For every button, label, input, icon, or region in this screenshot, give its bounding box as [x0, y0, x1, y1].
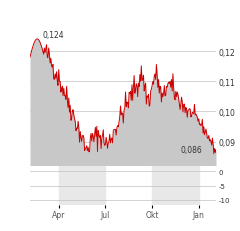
Bar: [59, 166, 105, 206]
Text: 0,086: 0,086: [181, 145, 203, 154]
Text: 0,124: 0,124: [43, 31, 65, 40]
Bar: [152, 166, 199, 206]
